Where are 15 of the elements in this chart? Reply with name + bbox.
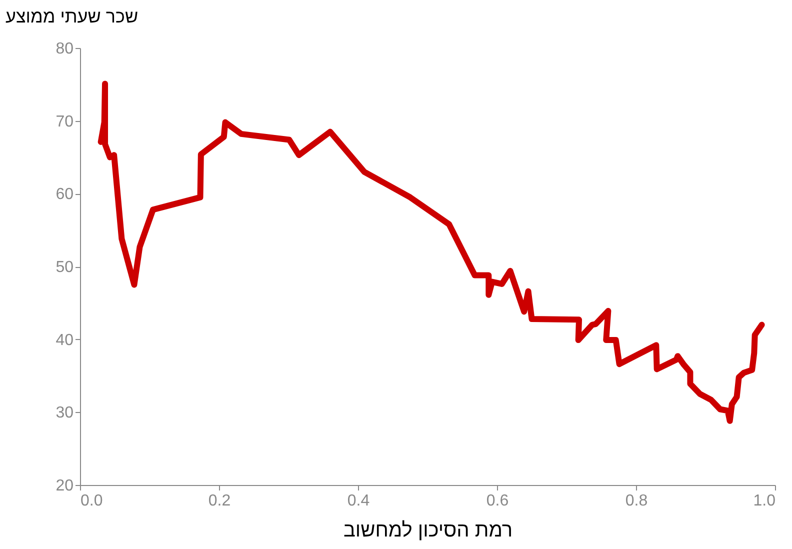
x-tick-label: 0.4 — [347, 492, 370, 510]
x-tick-label: 0.6 — [486, 492, 509, 510]
x-tick-label: 0.0 — [80, 492, 103, 510]
x-tick-label: 0.8 — [625, 492, 648, 510]
y-tick-label: 60 — [56, 186, 74, 204]
y-tick-label: 70 — [56, 113, 74, 130]
x-axis-title: רמת הסיכון למחשוב — [343, 520, 513, 542]
x-tick-label: 1.0 — [753, 492, 776, 510]
y-tick-label: 50 — [56, 259, 74, 276]
y-tick-label: 20 — [56, 478, 74, 494]
x-tick-label: 0.2 — [208, 492, 231, 510]
y-tick-label: 30 — [56, 404, 74, 422]
y-tick-label: 40 — [56, 332, 74, 349]
y-axis-title: שכר שעתי ממוצע — [6, 6, 138, 26]
y-tick-label: 80 — [56, 40, 74, 58]
